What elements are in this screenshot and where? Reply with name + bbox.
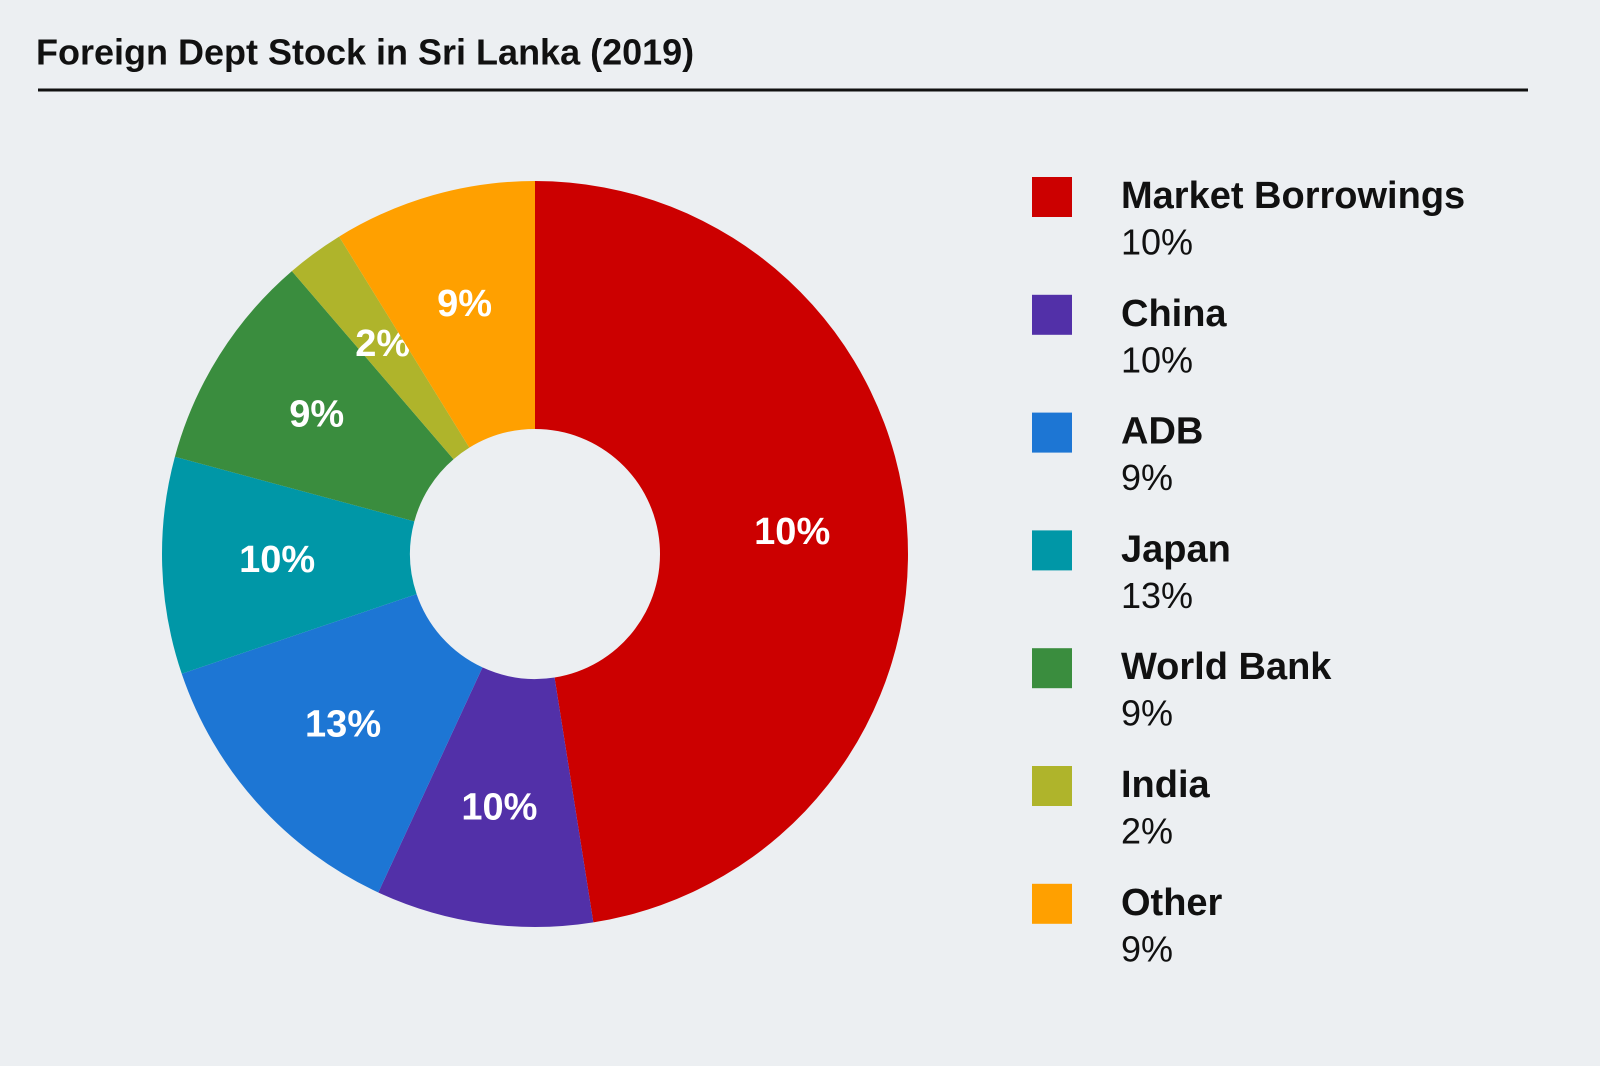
legend-value: 10% <box>1121 339 1193 380</box>
legend-swatch <box>1032 883 1072 924</box>
legend-value: 10% <box>1121 222 1193 263</box>
legend-value: 9% <box>1121 457 1173 498</box>
legend-swatch <box>1032 530 1072 571</box>
slice <box>162 456 417 674</box>
slice <box>535 181 908 923</box>
legend-name: India <box>1121 764 1211 806</box>
slice-label: 13% <box>305 703 381 745</box>
legend-name: Japan <box>1121 528 1231 570</box>
legend-value: 9% <box>1121 693 1173 734</box>
legend-value: 2% <box>1121 811 1173 852</box>
legend-swatch <box>1032 177 1072 217</box>
legend-value: 13% <box>1121 575 1193 616</box>
legend-name: World Bank <box>1121 646 1332 688</box>
legend-swatch <box>1032 412 1072 453</box>
legend-swatch <box>1032 648 1072 689</box>
slice <box>378 667 594 927</box>
chart-title: Foreign Dept Stock in Sri Lanka (2019) <box>36 32 694 73</box>
legend-name: China <box>1121 293 1227 335</box>
legend-name: Market Borrowings <box>1121 175 1465 217</box>
slice-label: 10% <box>239 539 315 581</box>
legend-swatch <box>1032 766 1072 806</box>
slice-label: 10% <box>461 787 537 829</box>
slice-label: 9% <box>289 393 344 435</box>
slice-label: 9% <box>437 283 492 325</box>
slice <box>339 181 535 448</box>
slice <box>174 271 454 522</box>
slice-label: 10% <box>754 511 830 553</box>
slice <box>291 236 470 460</box>
legend-swatch <box>1032 294 1072 335</box>
legend-name: Other <box>1121 882 1223 924</box>
slice <box>181 594 483 893</box>
legend-name: ADB <box>1121 411 1203 453</box>
legend-value: 9% <box>1121 928 1173 969</box>
